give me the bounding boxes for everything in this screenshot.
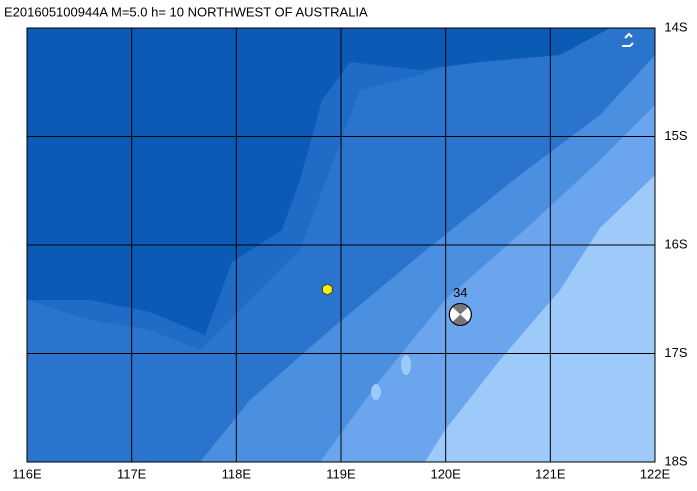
lat-tick-label: 17S [664, 345, 687, 360]
lon-tick-label: 120E [430, 466, 461, 481]
lat-tick-label: 14S [664, 19, 687, 34]
epicenter-marker [322, 283, 333, 296]
beachball-compression [452, 303, 469, 315]
lon-tick-label: 119E [326, 466, 356, 481]
lat-tick-label: 15S [664, 128, 687, 143]
focal-mechanism [448, 302, 472, 326]
lon-tick-label: 116E [12, 466, 42, 481]
beachball-compression [452, 314, 469, 326]
lat-tick-label: 18S [664, 453, 687, 468]
marker-label: 34 [453, 285, 467, 300]
map-title: E201605100944A M=5.0 h= 10 NORTHWEST OF … [4, 4, 368, 19]
lon-tick-label: 122E [640, 466, 671, 481]
lat-tick-label: 16S [664, 236, 687, 251]
lon-tick-label: 121E [535, 466, 566, 481]
map-frame [26, 27, 656, 463]
lon-tick-label: 118E [222, 466, 252, 481]
lon-tick-label: 117E [117, 466, 147, 481]
beachball-outline [448, 302, 472, 326]
